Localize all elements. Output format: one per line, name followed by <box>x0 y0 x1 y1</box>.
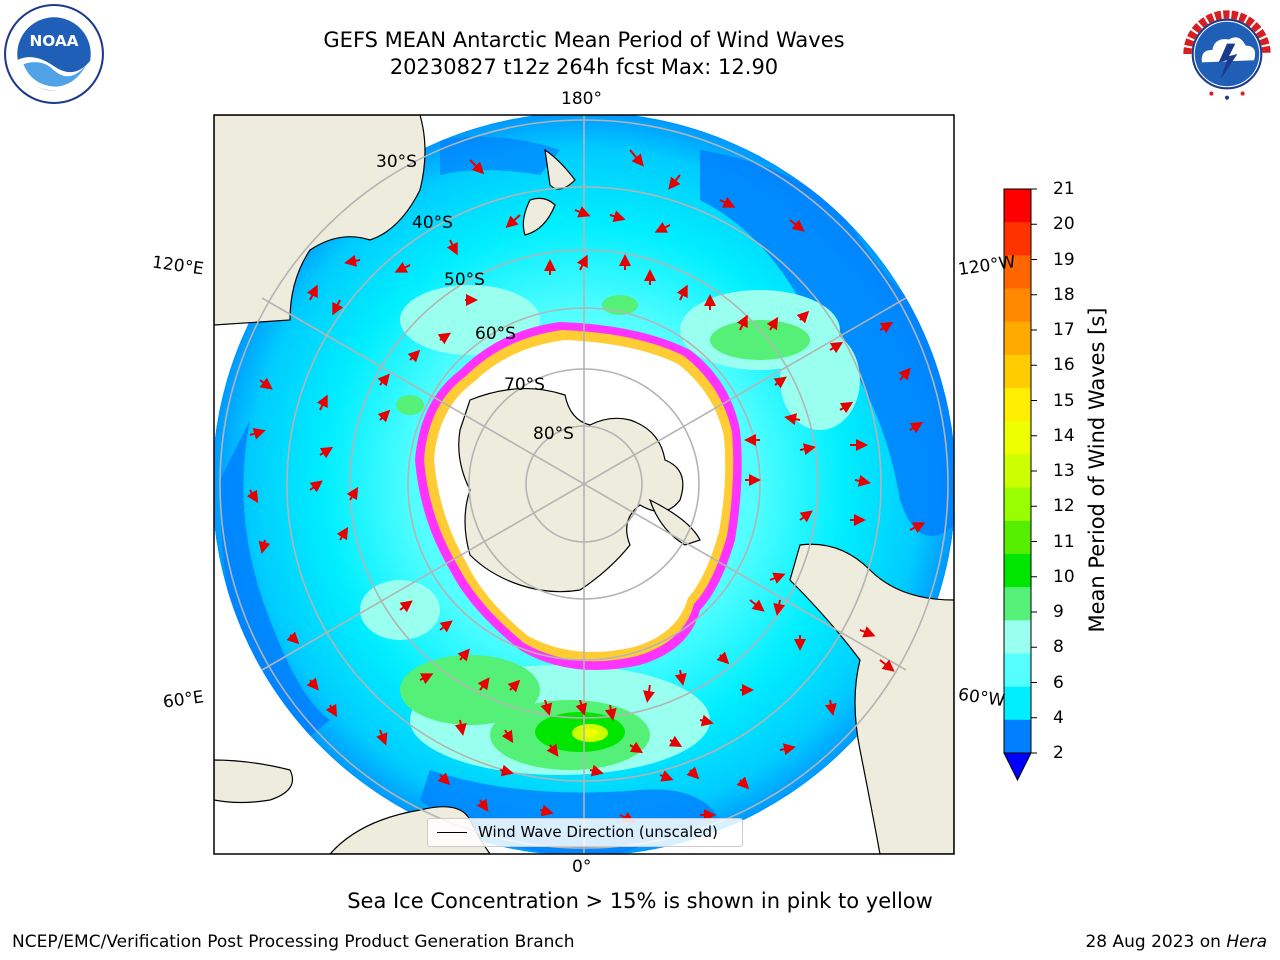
colorbar-cell <box>1004 587 1031 621</box>
map-legend: Wind Wave Direction (unscaled) <box>427 818 743 847</box>
colorbar-tick-label: 16 <box>1053 355 1075 376</box>
colorbar-tick-label: 20 <box>1053 214 1075 235</box>
graticule <box>219 115 949 854</box>
colorbar-cell <box>1004 620 1031 654</box>
colorbar-tick-label: 8 <box>1053 637 1064 658</box>
colorbar-under-triangle <box>1003 752 1032 782</box>
colorbar-tick-label: 14 <box>1053 425 1075 446</box>
lat-label-70s: 70°S <box>504 375 545 395</box>
lon-label-0: 0° <box>572 857 592 877</box>
legend-line-sample <box>437 832 467 833</box>
colorbar-tick-label: 9 <box>1053 602 1064 622</box>
colorbar-cell <box>1004 288 1031 323</box>
colorbar <box>1003 188 1037 782</box>
colorbar-cell <box>1004 454 1031 489</box>
noaa-logo: NOAA <box>4 4 104 104</box>
colorbar-tick-label: 10 <box>1053 566 1075 587</box>
colorbar-cell <box>1004 487 1031 522</box>
chart-subtitle: 20230827 t12z 264h fcst Max: 12.90 <box>389 55 779 79</box>
sea-ice-note: Sea Ice Concentration > 15% is shown in … <box>347 889 933 913</box>
colorbar-label: Mean Period of Wind Waves [s] <box>1085 307 1109 633</box>
colorbar-cell <box>1004 388 1031 422</box>
colorbar-tick-label: 19 <box>1053 249 1075 270</box>
colorbar-cell <box>1004 686 1031 721</box>
colorbar-cell <box>1004 520 1031 555</box>
colorbar-tick-label: 21 <box>1053 179 1075 199</box>
colorbar-tick-label: 15 <box>1053 390 1075 411</box>
nws-logo <box>1177 4 1277 104</box>
chart-title: GEFS MEAN Antarctic Mean Period of Wind … <box>323 28 845 52</box>
colorbar-cell <box>1004 354 1031 389</box>
colorbar-tick-label: 2 <box>1053 743 1064 763</box>
colorbar-cell <box>1004 719 1031 754</box>
colorbar-tick-label: 12 <box>1053 496 1075 517</box>
colorbar-tick-label: 11 <box>1053 531 1075 552</box>
colorbar-tick-label: 4 <box>1053 707 1064 728</box>
colorbar-cell <box>1004 321 1031 356</box>
lat-label-80s: 80°S <box>533 424 574 444</box>
lat-label-60s: 60°S <box>475 324 516 344</box>
map-frame <box>213 114 955 855</box>
date-text: 28 Aug 2023 on <box>1085 932 1227 952</box>
colorbar-tick-label: 17 <box>1053 320 1075 340</box>
lon-label-180: 180° <box>561 89 602 109</box>
colorbar-tick-label: 13 <box>1053 461 1075 481</box>
colorbar-cell <box>1004 553 1031 588</box>
noaa-logo-text: NOAA <box>29 32 78 50</box>
colorbar-cell <box>1004 653 1031 688</box>
wind-wave-arrows <box>246 149 926 823</box>
colorbar-cell <box>1004 189 1031 223</box>
lat-label-40s: 40°S <box>412 213 453 233</box>
colorbar-tick-label: 6 <box>1053 672 1064 693</box>
lat-label-30s: 30°S <box>376 152 417 172</box>
colorbar-cell <box>1004 421 1031 455</box>
producer-credit: NCEP/EMC/Verification Post Processing Pr… <box>12 932 575 952</box>
legend-label: Wind Wave Direction (unscaled) <box>478 823 718 841</box>
lat-label-50s: 50°S <box>444 270 485 290</box>
production-date: 28 Aug 2023 on Hera <box>1085 932 1267 952</box>
colorbar-tick-label: 18 <box>1053 284 1075 305</box>
land-masses <box>214 115 954 854</box>
colorbar-cell <box>1004 255 1031 290</box>
colorbar-cell <box>1004 222 1031 256</box>
machine-name: Hera <box>1226 932 1267 952</box>
